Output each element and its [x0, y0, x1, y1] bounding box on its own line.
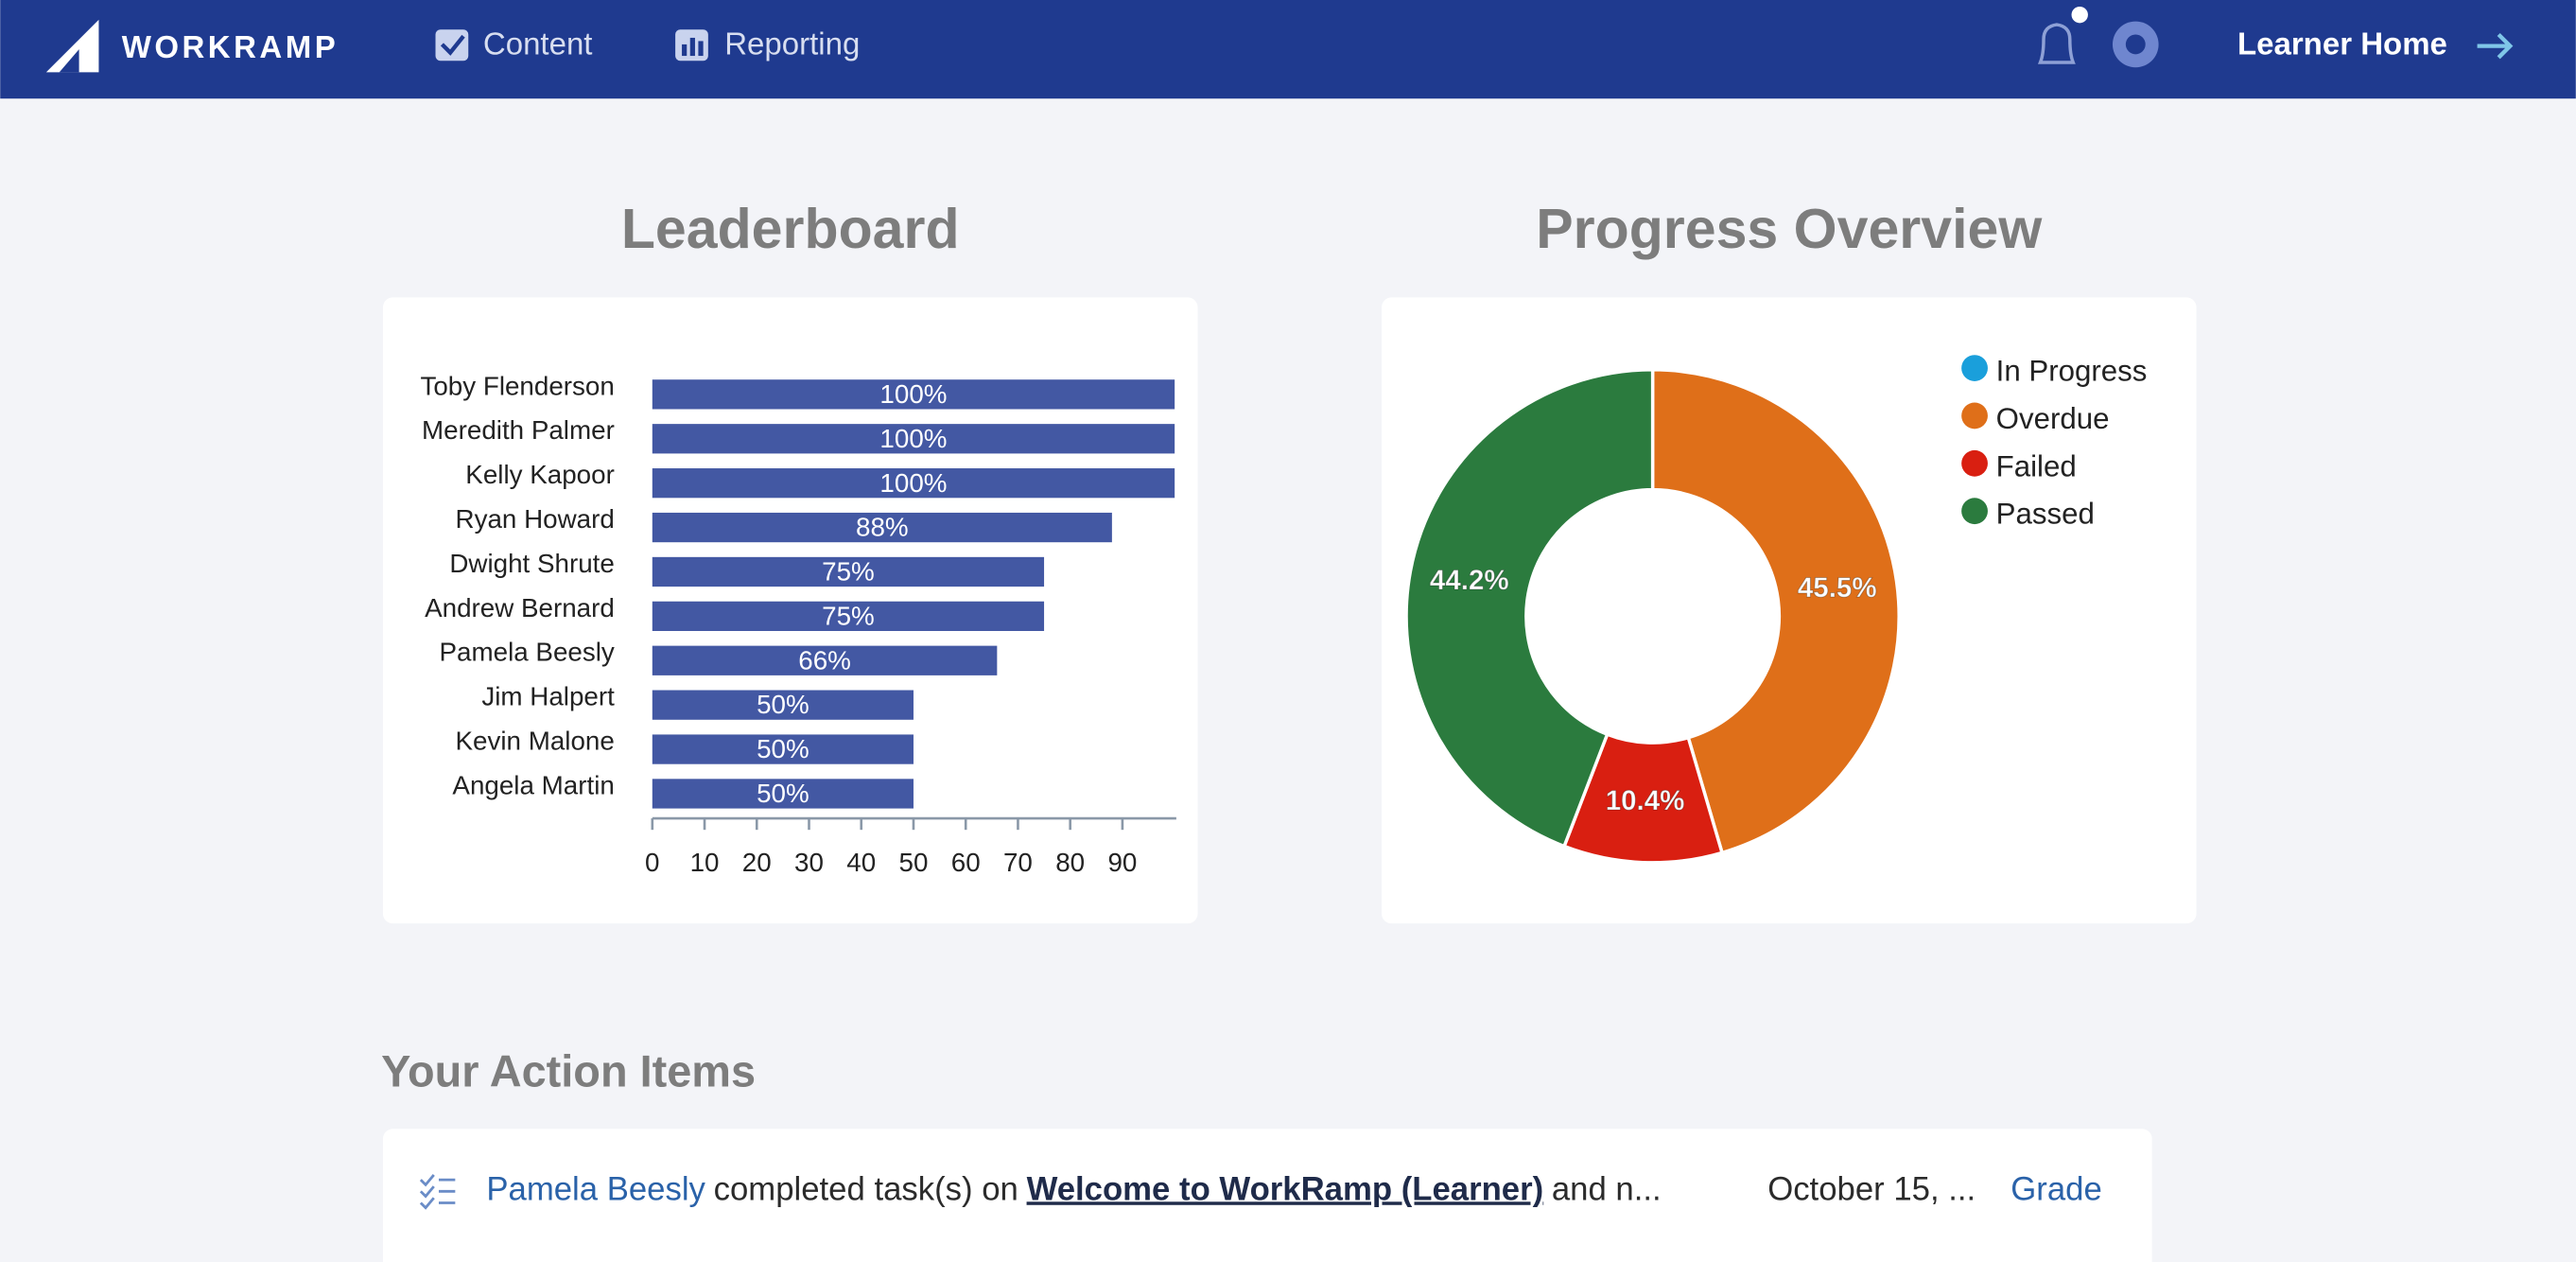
- nav-link[interactable]: Content: [483, 26, 593, 61]
- checks: [419, 1174, 435, 1210]
- legend-label: Passed: [1996, 498, 2095, 531]
- bar-value: 75%: [822, 557, 875, 587]
- x-tick-label: 80: [1055, 848, 1085, 877]
- x-tick-label: 70: [1003, 848, 1033, 877]
- bar: [652, 512, 1112, 543]
- section-title: Your Action Items: [381, 1046, 756, 1095]
- x-tick-label: 20: [742, 848, 772, 877]
- list-icon: [419, 1174, 456, 1210]
- logo-icon-cut: [59, 49, 79, 73]
- logo-icon: [45, 19, 99, 73]
- icon-bar: [682, 44, 688, 57]
- x-tick-label: 60: [951, 848, 981, 877]
- slice-label: 10.4%: [1606, 785, 1685, 816]
- bar-value: 75%: [822, 601, 875, 630]
- slice-label: 44.2%: [1430, 565, 1509, 596]
- bar: [652, 601, 1045, 631]
- bar: [652, 690, 914, 720]
- legend-swatch: [1961, 498, 1988, 525]
- bar-label: Ryan Howard: [456, 504, 615, 534]
- bar-label: Dwight Shrute: [449, 549, 615, 578]
- x-tick-label: 10: [690, 848, 720, 877]
- action-text: completed task(s) on: [714, 1171, 1018, 1207]
- content-icon: [435, 29, 469, 61]
- donut-slice: [1404, 368, 1655, 849]
- bar-value: 66%: [798, 645, 851, 675]
- bar-label: Andrew Bernard: [425, 593, 615, 622]
- grade-link[interactable]: Grade: [2010, 1171, 2102, 1207]
- bar: [652, 424, 1175, 454]
- x-tick-label: 50: [899, 848, 929, 877]
- course-link[interactable]: Welcome to WorkRamp (Learner): [1027, 1171, 1544, 1207]
- bell-icon[interactable]: [2037, 23, 2076, 64]
- charts: Toby Flenderson 100% Meredith Palmer 100% Ke…: [420, 355, 2147, 877]
- bar: [652, 468, 1175, 499]
- x-tick-label: 40: [846, 848, 876, 877]
- arrow-icon: [2477, 32, 2514, 60]
- icon-bar: [689, 37, 695, 57]
- bar: [652, 645, 998, 675]
- bar-label: Toby Flenderson: [420, 371, 614, 400]
- donut-slice: [1650, 368, 1901, 855]
- slice-label: 45.5%: [1798, 572, 1877, 604]
- x-tick-label: 90: [1107, 848, 1137, 877]
- legend-swatch: [1961, 355, 1988, 381]
- bar: [652, 556, 1045, 587]
- bar: [652, 779, 914, 809]
- bar: [652, 379, 1175, 410]
- settings-hole: [2125, 34, 2146, 55]
- bar: [652, 734, 914, 764]
- notification-dot: [2071, 6, 2088, 24]
- chart-title: Leaderboard: [621, 198, 960, 260]
- bar-label: Meredith Palmer: [422, 415, 615, 445]
- x-tick-label: 0: [645, 848, 659, 877]
- bar-value: 100%: [879, 468, 947, 498]
- bar-value: 88%: [856, 513, 909, 542]
- bar-value: 100%: [879, 379, 947, 409]
- bar-value: 50%: [757, 690, 809, 719]
- legend-swatch: [1961, 449, 1988, 477]
- chart-title: Progress Overview: [1536, 198, 2043, 260]
- legend-label: Failed: [1996, 449, 2077, 482]
- bar-label: Kevin Malone: [455, 726, 614, 755]
- bar-value: 100%: [879, 424, 947, 453]
- action-card: [382, 1129, 2152, 1262]
- check: [440, 34, 465, 56]
- user-link[interactable]: Pamela Beesly: [486, 1171, 705, 1207]
- lines: [438, 1178, 456, 1204]
- brand: WORKRAMP: [122, 29, 339, 64]
- navbar: [0, 0, 2576, 99]
- bar-label: Pamela Beesly: [440, 638, 615, 667]
- bar-label: Angela Martin: [452, 770, 614, 799]
- bar-value: 50%: [757, 734, 809, 763]
- logo[interactable]: WORKRAMP: [45, 19, 339, 73]
- bar-label: Kelly Kapoor: [465, 460, 615, 489]
- action-date: October 15, ...: [1767, 1171, 1976, 1207]
- bar-label: Jim Halpert: [481, 682, 615, 711]
- action-item: Pamela Beesly completed task(s) on Welcome…: [486, 1171, 1661, 1207]
- legend-swatch: [1961, 402, 1988, 429]
- x-tick-label: 30: [794, 848, 824, 877]
- legend-label: Overdue: [1996, 402, 2110, 435]
- nav-link[interactable]: Reporting: [724, 26, 860, 61]
- learner-home[interactable]: Learner Home: [2237, 26, 2447, 61]
- legend-label: In Progress: [1996, 355, 2148, 388]
- action-more: and n...: [1552, 1171, 1662, 1207]
- icon-bar: [698, 41, 704, 57]
- bar-value: 50%: [757, 779, 809, 808]
